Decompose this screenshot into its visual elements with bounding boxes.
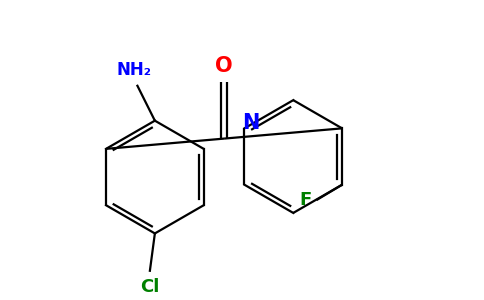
Text: F: F <box>299 191 311 209</box>
Text: Cl: Cl <box>140 278 159 296</box>
Text: NH₂: NH₂ <box>117 61 152 79</box>
Text: O: O <box>215 56 233 76</box>
Text: N: N <box>242 113 259 133</box>
